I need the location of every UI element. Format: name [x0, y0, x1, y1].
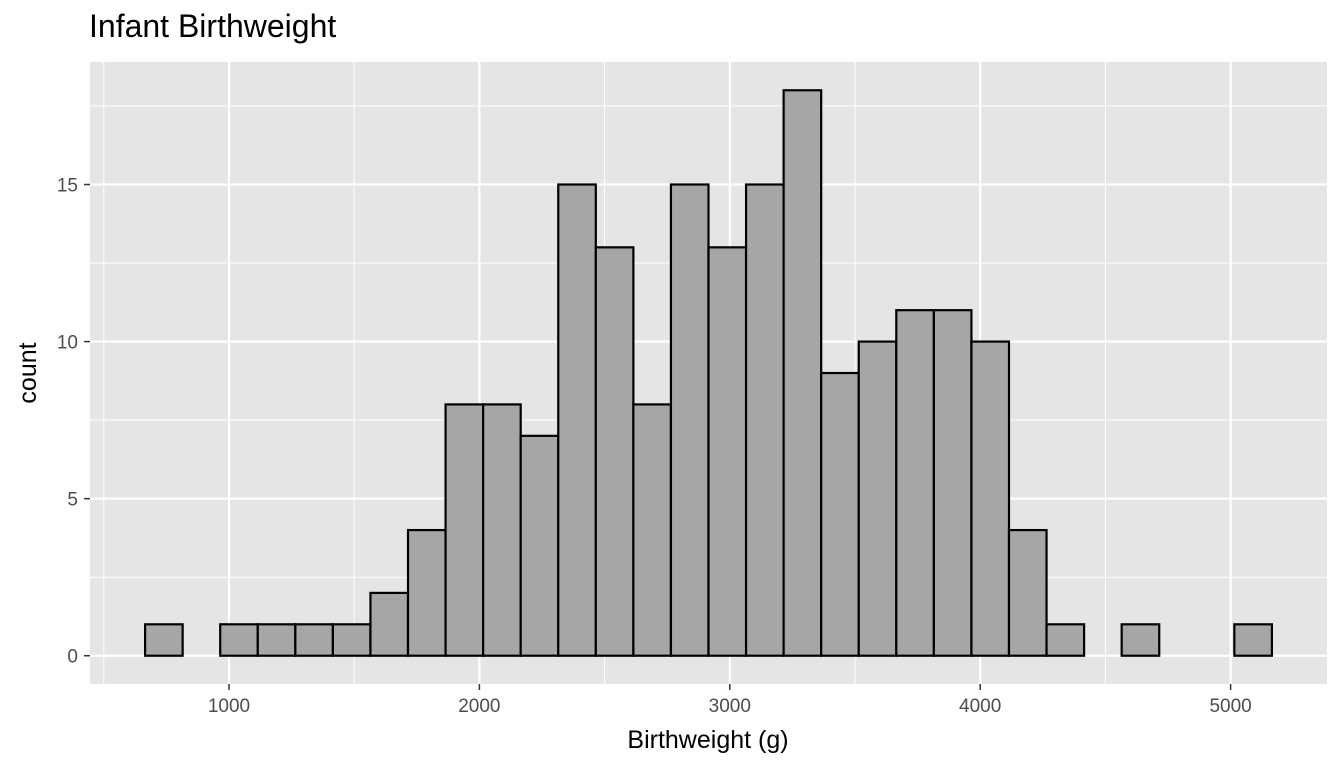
- y-axis: 0 5 10 15: [57, 176, 90, 668]
- histogram-bar: [895, 309, 935, 657]
- histogram-bar: [406, 528, 447, 657]
- x-axis: 1000 2000 3000 4000 5000: [208, 684, 1252, 717]
- histogram-bar: [1045, 623, 1086, 657]
- histogram-bar: [1007, 528, 1048, 657]
- histogram-bar: [219, 623, 259, 657]
- histogram-bar: [820, 371, 860, 657]
- histogram-bar: [444, 403, 485, 657]
- histogram-bar: [857, 340, 898, 657]
- histogram-bar: [632, 403, 673, 657]
- histogram-bar: [482, 403, 522, 657]
- histogram-bar: [970, 340, 1011, 657]
- histogram-bar: [294, 623, 334, 657]
- histogram-bar: [557, 183, 597, 657]
- histogram-bar: [143, 623, 184, 657]
- histogram-bar: [707, 246, 748, 657]
- histogram-bar: [369, 591, 410, 657]
- x-axis-title: Birthweight (g): [627, 726, 788, 754]
- x-tick-label: 5000: [1209, 696, 1251, 717]
- histogram-bar: [932, 309, 973, 657]
- histogram-bar: [1233, 623, 1274, 657]
- histogram-bar: [256, 623, 297, 657]
- x-tick-label: 1000: [208, 696, 250, 717]
- y-tick-label: 5: [67, 490, 78, 511]
- histogram-bar: [331, 623, 372, 657]
- y-tick-label: 0: [67, 647, 78, 668]
- histogram-bar: [519, 434, 560, 657]
- histogram-bar: [669, 183, 710, 657]
- x-tick-label: 3000: [709, 696, 751, 717]
- histogram-bars: [143, 89, 1274, 657]
- histogram-bar: [744, 183, 785, 657]
- y-tick-label: 15: [57, 176, 78, 197]
- x-tick-label: 4000: [959, 696, 1001, 717]
- x-tick-label: 2000: [458, 696, 500, 717]
- histogram-bar: [1120, 623, 1161, 657]
- histogram-bar: [594, 246, 635, 657]
- histogram-bar: [782, 89, 823, 657]
- chart-title: Infant Birthweight: [89, 8, 337, 44]
- y-tick-label: 10: [57, 333, 78, 354]
- y-axis-title: count: [14, 342, 42, 403]
